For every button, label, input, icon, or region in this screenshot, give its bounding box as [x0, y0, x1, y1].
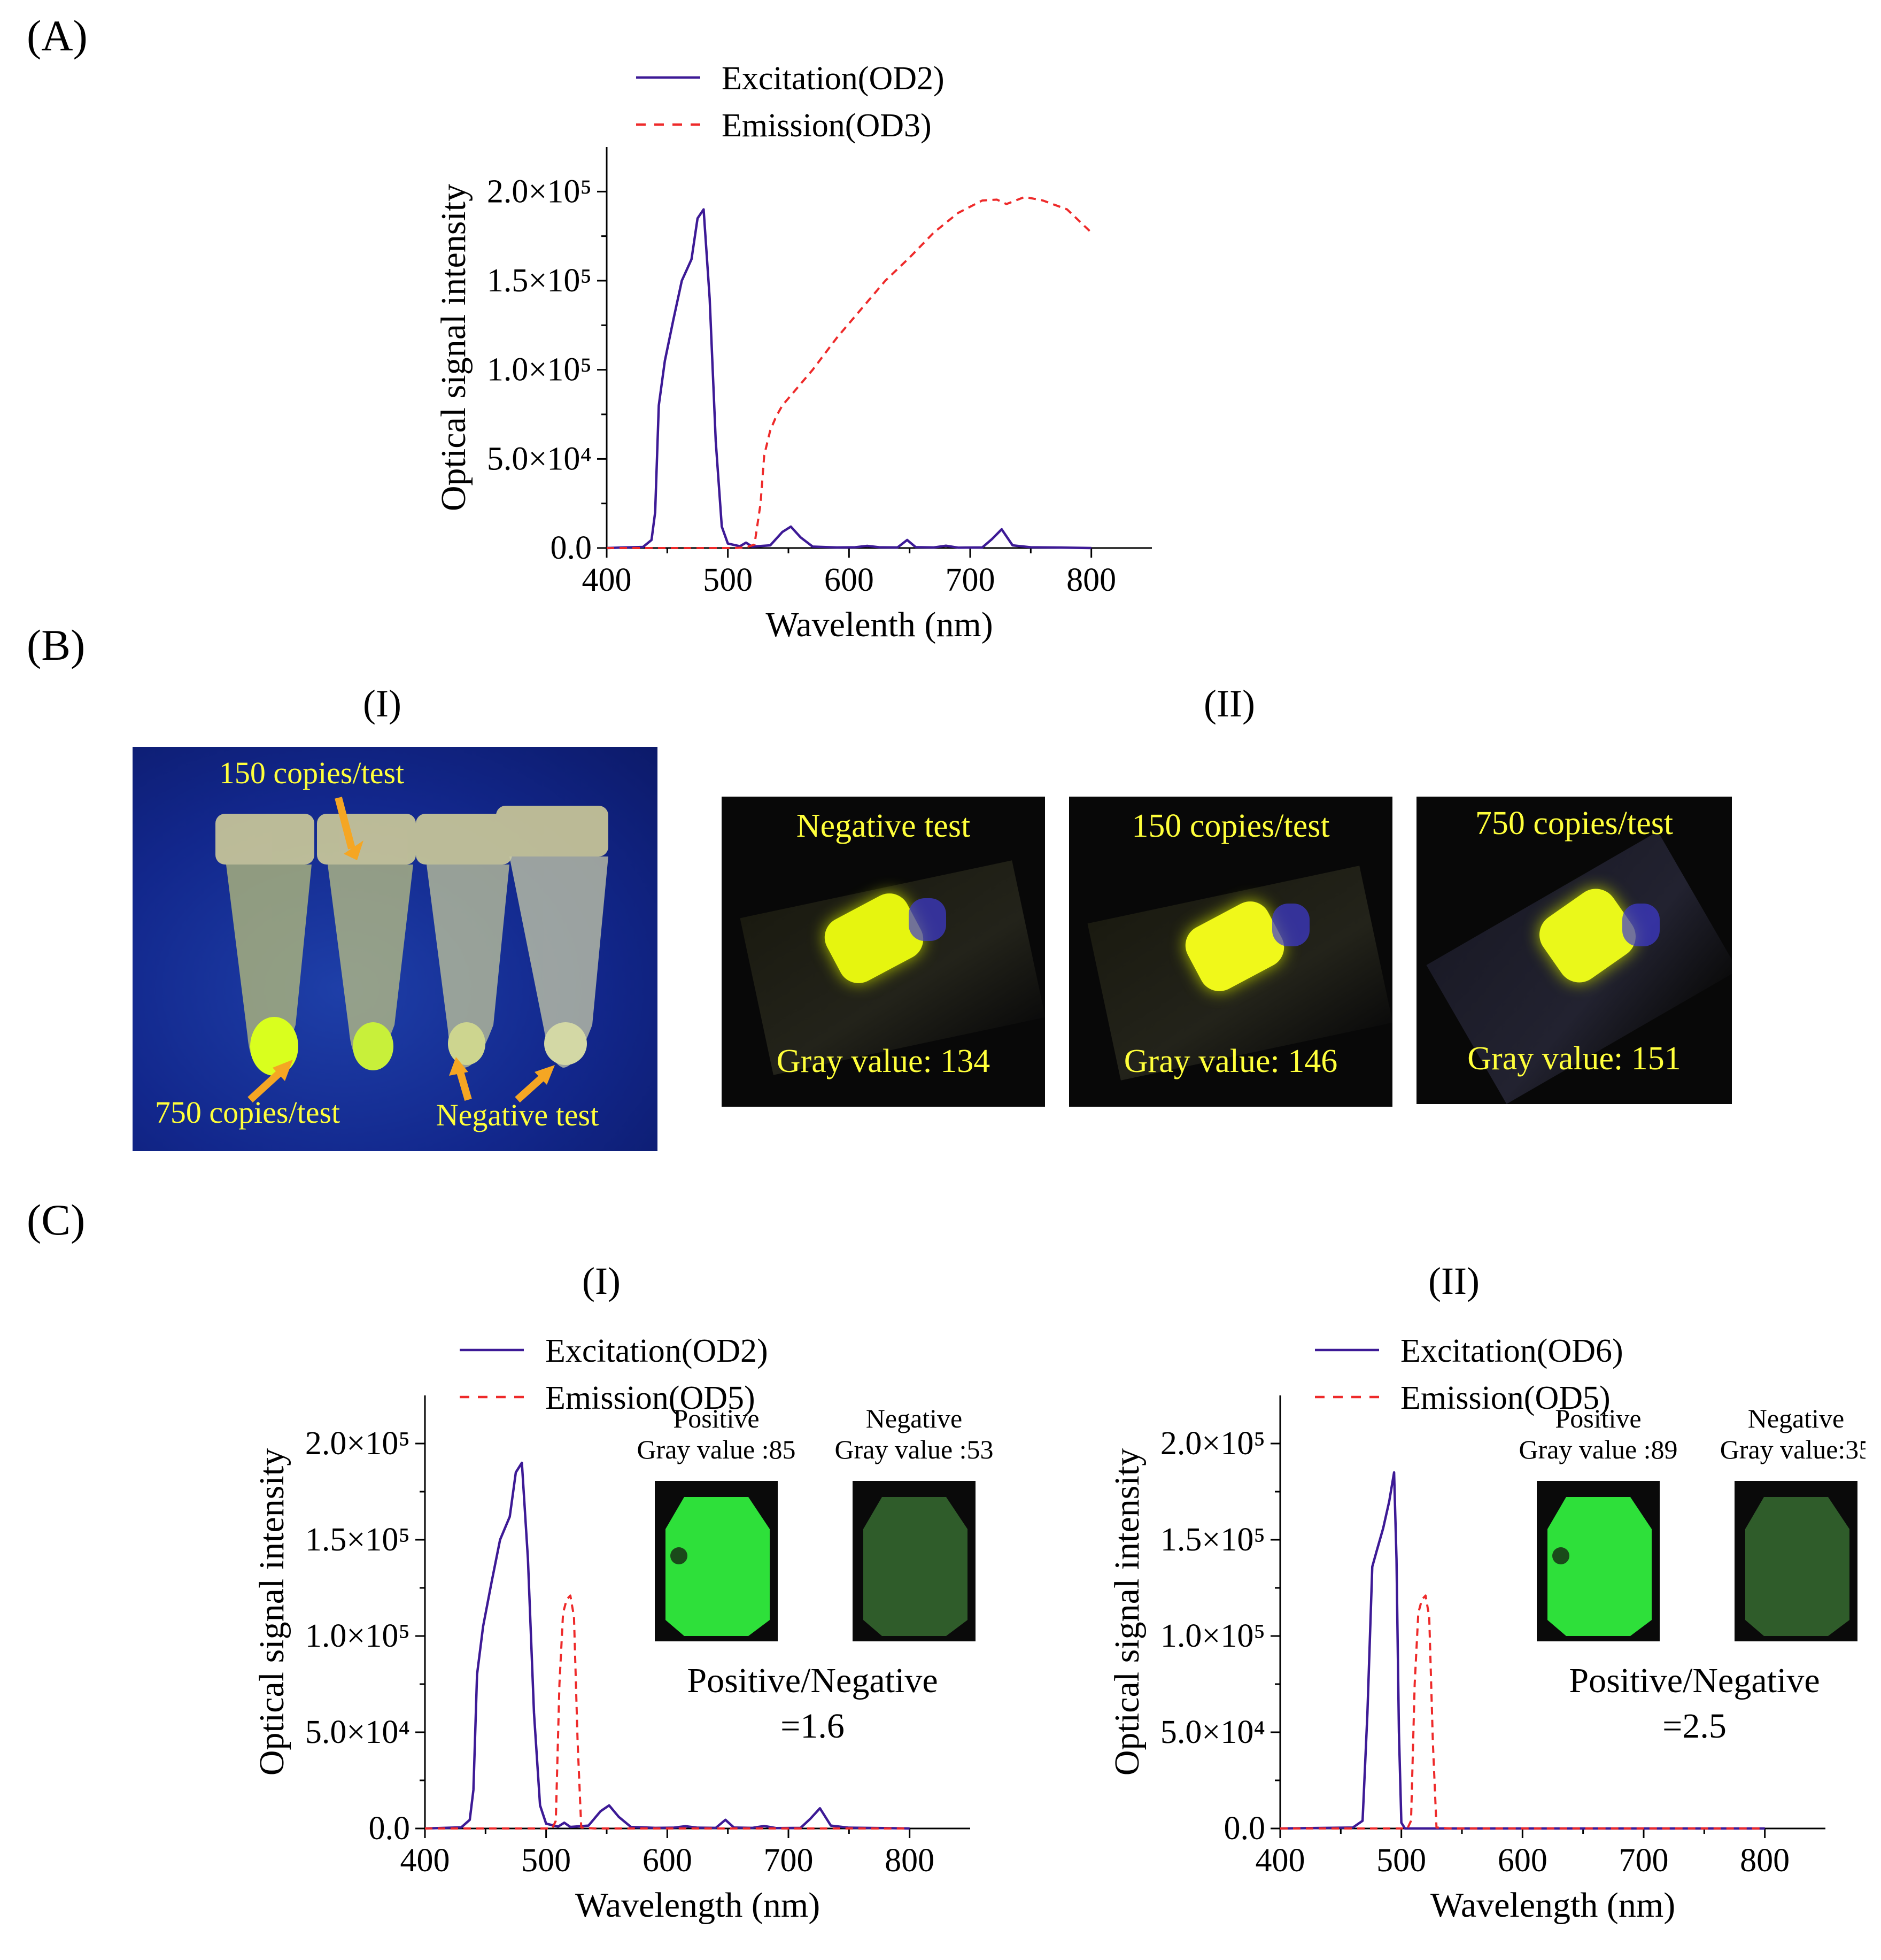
chart-c2-series-0 [1280, 1471, 1765, 1830]
chip-photo-1: Negative test Gray value: 134 [722, 797, 1045, 1107]
chart-c2-inset-positive-label: Positive [1555, 1403, 1641, 1433]
chart-a-legend-label-0: Excitation(OD2) [722, 60, 945, 97]
tube-label-750: 750 copies/test [154, 1095, 340, 1130]
chart-c1-inset-ratio-value: =1.6 [780, 1707, 845, 1746]
chip-2-title: 150 copies/test [1132, 808, 1330, 844]
chart-a-xtick-label-0: 400 [582, 562, 632, 598]
chart-c1-xlabel: Wavelength (nm) [575, 1886, 820, 1925]
chart-c2-ylabel: Optical signal intensity [1108, 1448, 1147, 1776]
chart-a-ytick-label-3: 1.5×10⁵ [487, 263, 592, 299]
chart-c1-inset-negative-gray: Gray value :53 [834, 1434, 993, 1464]
chart-c2-inset-negative-label: Negative [1748, 1403, 1844, 1433]
chart-c2-ytick-label-2: 1.0×10⁵ [1160, 1618, 1265, 1654]
chart-c2-ytick-label-3: 1.5×10⁵ [1160, 1522, 1265, 1558]
chart-a-ytick-label-0: 0.0 [551, 530, 592, 566]
chart-c1-inset-negative-chip [863, 1497, 967, 1636]
chart-a-ylabel: Optical signal intensity [434, 184, 473, 511]
chart-a-series-0 [606, 208, 1092, 550]
chart-c1-ytick-label-3: 1.5×10⁵ [305, 1522, 410, 1558]
chart-c2-ytick-label-1: 5.0×10⁴ [1160, 1714, 1265, 1750]
chip-1-title: Negative test [796, 808, 971, 844]
chart-c2-xtick-label-0: 400 [1256, 1842, 1305, 1879]
chip-photo-3: 750 copies/test Gray value: 151 [1416, 797, 1732, 1104]
panel-b-sub-1: (I) [363, 682, 401, 725]
tubes-photo: 150 copies/test 750 copies/test Negative… [133, 747, 657, 1151]
tube-150-liquid [353, 1022, 393, 1070]
chart-c2-legend-label-1: Emission(OD5) [1400, 1380, 1611, 1416]
chart-c2-legend-label-0: Excitation(OD6) [1400, 1333, 1623, 1369]
chart-a-legend-label-1: Emission(OD3) [722, 107, 932, 144]
chart-a-ytick-label-1: 5.0×10⁴ [487, 441, 592, 477]
panel-c-sub-1: (I) [582, 1260, 621, 1302]
chart-c2-series-1 [1280, 1594, 1765, 1830]
chip-3-blue [1622, 904, 1660, 946]
chart-a-xtick-label-3: 700 [946, 562, 995, 598]
chart-c1-xtick-label-3: 700 [764, 1842, 814, 1879]
chart-a-xtick-label-1: 500 [703, 562, 753, 598]
panel-label-c: (C) [27, 1195, 86, 1244]
chart-a-ytick-label-4: 2.0×10⁵ [487, 173, 592, 210]
chart-a-series-1 [607, 196, 1093, 549]
chart-c2-inset-positive-gray: Gray value :89 [1519, 1434, 1677, 1464]
chip-1-gray: Gray value: 134 [776, 1043, 990, 1079]
chart-c2-inset-ratio-value: =2.5 [1662, 1707, 1727, 1746]
chart-c1-inset-positive-label: Positive [673, 1403, 759, 1433]
chart-c1-inset-negative-label: Negative [866, 1403, 962, 1433]
chart-c2-inset-negative-gray: Gray value:35 [1720, 1434, 1865, 1464]
panel-label-a: (A) [27, 11, 88, 60]
chart-a-xtick-label-4: 800 [1066, 562, 1116, 598]
chart-c2-inset-ratio-label: Positive/Negative [1569, 1661, 1820, 1700]
chart-c1-inset-ratio-label: Positive/Negative [687, 1661, 938, 1700]
chart-c1-xtick-label-1: 500 [521, 1842, 571, 1879]
chart-c1-inset-positive-dot [670, 1547, 687, 1564]
chart-c2-xlabel: Wavelength (nm) [1430, 1886, 1675, 1925]
chip-2-gray: Gray value: 146 [1124, 1043, 1338, 1079]
chart-c1-ytick-label-4: 2.0×10⁵ [305, 1425, 410, 1462]
chart-c1-inset-positive-chip [665, 1497, 770, 1636]
chart-c2-xtick-label-4: 800 [1740, 1842, 1790, 1879]
chart-c1-legend-label-1: Emission(OD5) [545, 1380, 755, 1416]
chart-c1-ytick-label-0: 0.0 [369, 1810, 411, 1847]
chip-1-blue [909, 898, 946, 941]
tube-label-negative: Negative test [436, 1098, 599, 1132]
chip-3-title: 750 copies/test [1475, 805, 1674, 842]
chart-c1-inset-positive-gray: Gray value :85 [637, 1434, 795, 1464]
chart-c2-xtick-label-3: 700 [1619, 1842, 1669, 1879]
chart-c1-ylabel: Optical signal intensity [252, 1448, 291, 1776]
chip-photo-2: 150 copies/test Gray value: 146 [1069, 797, 1392, 1107]
chart-c2-inset-positive-chip [1547, 1497, 1652, 1636]
panel-c-sub-2: (II) [1428, 1260, 1480, 1302]
chart-c2-xtick-label-2: 600 [1498, 1842, 1547, 1879]
chart-c-1: 400 500 600 700 800 0.0 5.0×10⁴ 1.0×10⁵ 1.5×10⁵ 2… [252, 1333, 994, 1925]
chart-c1-ytick-label-2: 1.0×10⁵ [305, 1618, 410, 1654]
chart-c1-ytick-label-1: 5.0×10⁴ [305, 1714, 410, 1750]
chart-a-xtick-label-2: 600 [824, 562, 874, 598]
panel-label-b: (B) [27, 621, 86, 669]
chart-c2-inset-positive-dot [1552, 1547, 1569, 1564]
chart-c2-xtick-label-1: 500 [1376, 1842, 1426, 1879]
chip-3-gray: Gray value: 151 [1467, 1040, 1681, 1077]
panel-b-sub-2: (II) [1204, 682, 1255, 725]
tube-label-150: 150 copies/test [219, 755, 405, 790]
tube-750-liquid [250, 1017, 298, 1076]
chart-a-ytick-label-2: 1.0×10⁵ [487, 352, 592, 388]
chart-c2-ytick-label-0: 0.0 [1224, 1810, 1266, 1847]
chart-c1-series-1 [425, 1594, 910, 1830]
chart-c1-xtick-label-4: 800 [885, 1842, 934, 1879]
chart-c1-legend-label-0: Excitation(OD2) [545, 1333, 768, 1369]
chart-c2-inset-negative-chip [1745, 1497, 1849, 1636]
chart-a-xlabel: Wavelenth (nm) [765, 605, 993, 644]
chart-a: 400 500 600 700 800 0.0 5.0×10⁴ 1.0×10⁵ 1.5×10⁵ 2… [434, 60, 1152, 644]
chart-c-2: 400 500 600 700 800 0.0 5.0×10⁴ 1.0×10⁵ 1.5×10⁵ 2… [1108, 1333, 1865, 1925]
chart-c2-ytick-label-4: 2.0×10⁵ [1160, 1425, 1265, 1462]
chip-2-blue [1272, 904, 1310, 946]
chart-c1-xtick-label-2: 600 [643, 1842, 692, 1879]
chart-c1-xtick-label-0: 400 [400, 1842, 450, 1879]
tubes-illustration [215, 797, 608, 1103]
